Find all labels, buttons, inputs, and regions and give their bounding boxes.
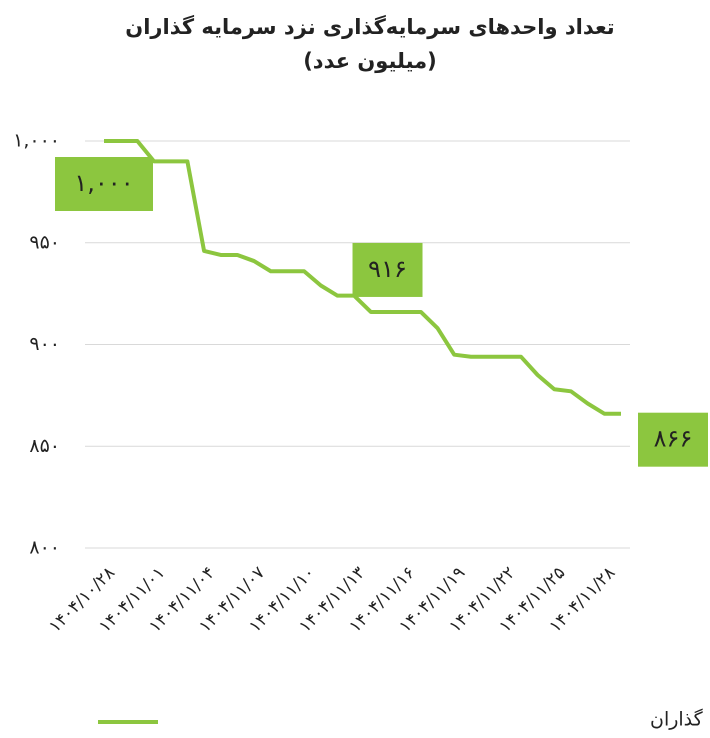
- data-label-box: [55, 157, 153, 211]
- legend-label: تعداد واحدهای سرمایه‌گذاری نزد سرمایه گذ…: [650, 708, 710, 731]
- y-tick-label: ۹۰۰: [29, 333, 60, 355]
- data-label: ۹۱۶: [368, 255, 407, 283]
- chart-title: تعداد واحدهای سرمایه‌گذاری نزد سرمایه گذ…: [125, 14, 614, 39]
- chart-subtitle: (میلیون عدد): [303, 49, 437, 73]
- data-label: ۱,۰۰۰: [74, 169, 133, 197]
- line: [104, 139, 621, 416]
- y-tick-label: ۱,۰۰۰: [13, 130, 60, 152]
- y-tick-label: ۸۰۰: [29, 537, 60, 559]
- data-label-box: [352, 242, 423, 297]
- y-tick-label: ۸۵۰: [29, 435, 60, 457]
- y-tick-label: ۹۵۰: [29, 231, 60, 253]
- data-label-box: [638, 412, 708, 467]
- data-label: ۸۶۶: [654, 425, 693, 453]
